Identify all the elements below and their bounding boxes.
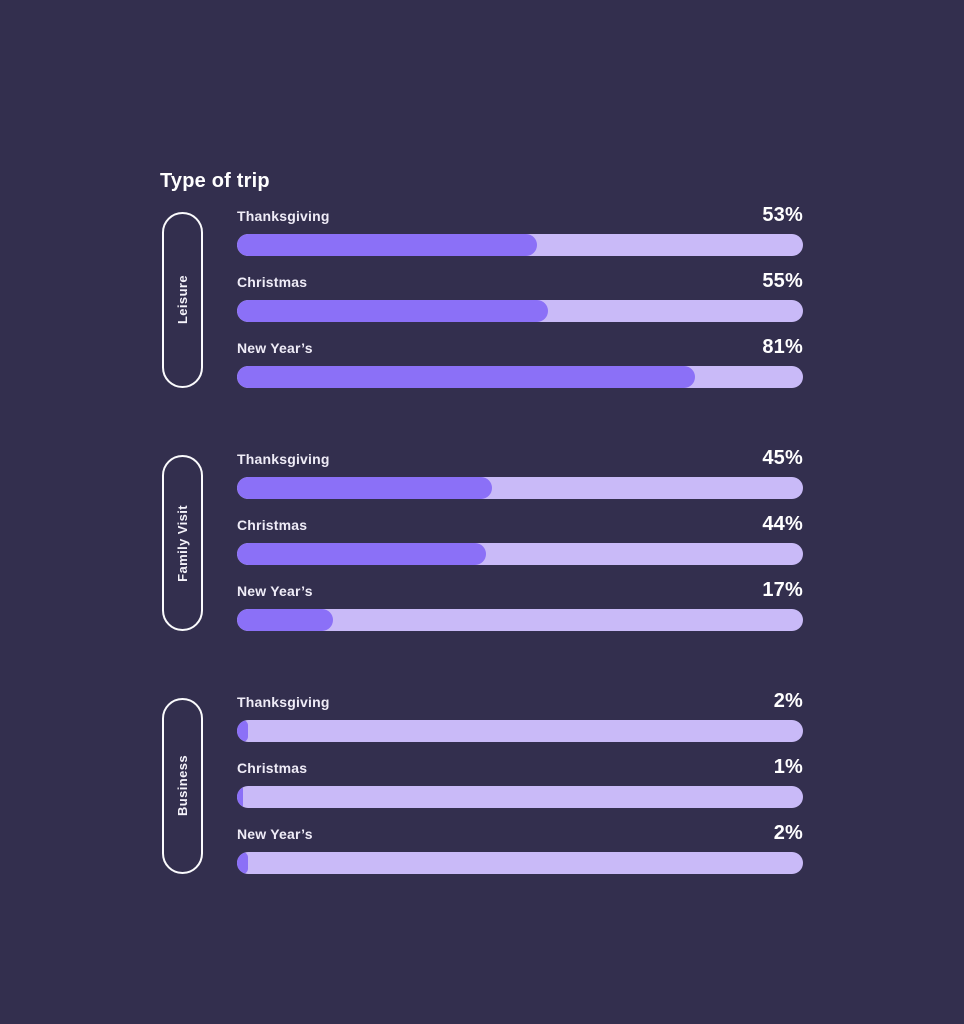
bar-row-header: New Year’s 17% [237, 579, 803, 601]
bar-fill [237, 720, 249, 742]
group-rows: Thanksgiving 2% Christmas 1% New Year’s … [237, 690, 803, 874]
group-label: Leisure [175, 275, 190, 325]
chart-title: Type of trip [160, 170, 270, 193]
bar-fill [237, 366, 696, 388]
bar-track [237, 477, 803, 499]
group-label: Business [175, 755, 190, 817]
group-label-pill: Leisure [162, 212, 203, 388]
category-label: Christmas [237, 274, 308, 290]
bar-fill [237, 609, 334, 631]
bar-row-header: Christmas 44% [237, 513, 803, 535]
bar-track [237, 234, 803, 256]
group-rows: Thanksgiving 53% Christmas 55% New Year’… [237, 204, 803, 388]
group-label-pill: Business [162, 698, 203, 874]
bar-track [237, 366, 803, 388]
bar-row-header: Thanksgiving 53% [237, 204, 803, 226]
bar-row: Thanksgiving 45% [237, 447, 803, 499]
value-label: 81% [762, 336, 803, 358]
bar-track [237, 300, 803, 322]
category-label: Thanksgiving [237, 208, 330, 224]
group-label: Family Visit [175, 504, 190, 582]
bar-row: Christmas 44% [237, 513, 803, 565]
bar-groups: Leisure Thanksgiving 53% Christmas 55% N… [162, 204, 803, 874]
category-label: New Year’s [237, 340, 313, 356]
value-label: 2% [773, 690, 803, 712]
bar-fill [237, 786, 243, 808]
bar-row-header: New Year’s 2% [237, 822, 803, 844]
bar-row: New Year’s 17% [237, 579, 803, 631]
bar-row: Christmas 1% [237, 756, 803, 808]
value-label: 55% [762, 270, 803, 292]
bar-track [237, 609, 803, 631]
bar-track [237, 852, 803, 874]
trip-type-group-business: Business Thanksgiving 2% Christmas 1% Ne… [162, 690, 803, 874]
bar-fill [237, 543, 487, 565]
value-label: 1% [773, 756, 803, 778]
bar-fill [237, 234, 537, 256]
category-label: Christmas [237, 760, 308, 776]
bar-row-header: Thanksgiving 45% [237, 447, 803, 469]
bar-fill [237, 300, 549, 322]
trip-type-group-leisure: Leisure Thanksgiving 53% Christmas 55% N… [162, 204, 803, 388]
bar-track [237, 786, 803, 808]
trip-type-group-family-visit: Family Visit Thanksgiving 45% Christmas … [162, 447, 803, 631]
bar-row-header: Thanksgiving 2% [237, 690, 803, 712]
bar-row-header: Christmas 55% [237, 270, 803, 292]
category-label: Christmas [237, 517, 308, 533]
value-label: 2% [773, 822, 803, 844]
bar-row: Thanksgiving 2% [237, 690, 803, 742]
bar-track [237, 720, 803, 742]
group-rows: Thanksgiving 45% Christmas 44% New Year’… [237, 447, 803, 631]
bar-row: New Year’s 2% [237, 822, 803, 874]
bar-fill [237, 477, 492, 499]
group-label-pill: Family Visit [162, 455, 203, 631]
category-label: Thanksgiving [237, 451, 330, 467]
bar-row: New Year’s 81% [237, 336, 803, 388]
value-label: 45% [762, 447, 803, 469]
bar-row: Thanksgiving 53% [237, 204, 803, 256]
bar-track [237, 543, 803, 565]
value-label: 17% [762, 579, 803, 601]
value-label: 53% [762, 204, 803, 226]
bar-row-header: New Year’s 81% [237, 336, 803, 358]
bar-row: Christmas 55% [237, 270, 803, 322]
category-label: Thanksgiving [237, 694, 330, 710]
category-label: New Year’s [237, 826, 313, 842]
bar-row-header: Christmas 1% [237, 756, 803, 778]
value-label: 44% [762, 513, 803, 535]
bar-fill [237, 852, 249, 874]
category-label: New Year’s [237, 583, 313, 599]
